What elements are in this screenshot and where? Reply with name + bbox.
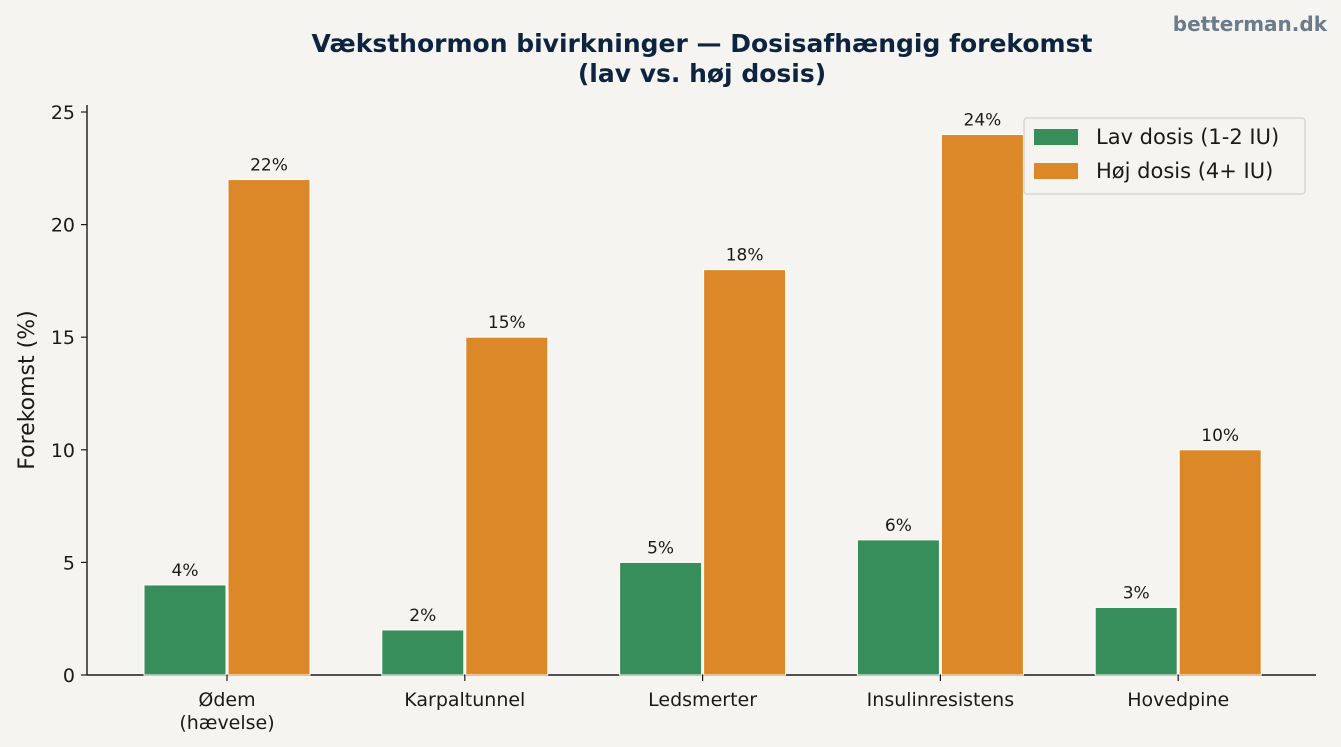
bar-value-label: 18% — [726, 246, 764, 266]
bar-value-label: 10% — [1201, 426, 1239, 446]
legend-label: Lav dosis (1-2 IU) — [1096, 125, 1279, 149]
y-tick-label: 25 — [51, 102, 75, 124]
bar-low-dose — [619, 561, 703, 676]
x-tick-label: Karpaltunnel — [404, 689, 525, 711]
bar-high-dose — [227, 179, 311, 676]
legend-swatch — [1034, 163, 1078, 179]
bar-value-label: 4% — [172, 561, 199, 581]
bar-low-dose — [381, 629, 465, 676]
legend-label: Høj dosis (4+ IU) — [1096, 159, 1273, 183]
bar-value-label: 6% — [885, 516, 912, 536]
bar-low-dose — [1094, 606, 1178, 676]
y-tick-label: 5 — [63, 552, 75, 574]
bar-high-dose — [940, 134, 1024, 676]
y-axis-label: Forekomst (%) — [15, 310, 40, 469]
bar-value-label: 15% — [488, 313, 526, 333]
bar-high-dose — [465, 336, 549, 676]
x-tick-label: Insulinresistens — [867, 689, 1014, 711]
legend-box — [1023, 117, 1306, 195]
watermark: betterman.dk — [1172, 12, 1327, 36]
bar-value-label: 2% — [409, 606, 436, 626]
legend-swatch — [1034, 129, 1078, 145]
x-tick-label: Hovedpine — [1127, 689, 1229, 711]
bar-high-dose — [703, 269, 787, 676]
bar-value-label: 24% — [964, 111, 1002, 131]
y-tick-label: 20 — [51, 215, 75, 237]
y-tick-label: 15 — [51, 327, 75, 349]
x-tick-label: Ledsmerter — [648, 689, 757, 711]
bar-value-label: 5% — [647, 538, 674, 558]
bar-low-dose — [856, 539, 940, 676]
chart-title-line: (lav vs. høj dosis) — [578, 59, 826, 88]
bar-value-label: 3% — [1123, 583, 1150, 603]
x-tick-label: Ødem — [198, 689, 255, 711]
chart-title-line: Væksthormon bivirkninger — Dosisafhængig… — [312, 29, 1093, 58]
bar-value-label: 22% — [250, 156, 288, 176]
y-tick-label: 10 — [51, 440, 75, 462]
x-tick-label: (hævelse) — [179, 712, 274, 734]
bar-low-dose — [143, 584, 227, 676]
y-tick-label: 0 — [63, 665, 75, 687]
bar-high-dose — [1178, 449, 1262, 676]
